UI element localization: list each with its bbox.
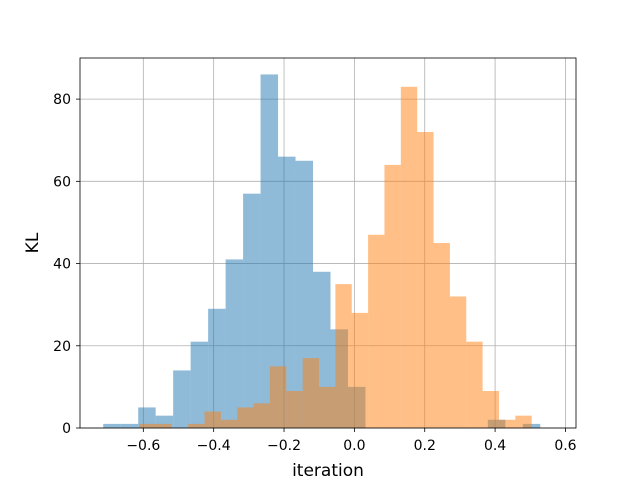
histogram-bar-series-2: [286, 391, 303, 428]
histogram-bar-series-2: [466, 341, 483, 428]
histogram-bar-series-2: [335, 284, 352, 428]
x-tick-label: −0.2: [267, 438, 301, 454]
axis-ticks: −0.6 −0.4 −0.2 0.0 0.2 0.4 0.6 0 20 40 60 80: [53, 92, 576, 454]
histogram-bar-series-2: [433, 243, 450, 428]
x-tick-label: 0.4: [484, 438, 506, 454]
histogram-bar-series-2: [237, 407, 254, 428]
y-axis-label: KL: [23, 232, 43, 253]
histogram-bar-series-2: [351, 312, 369, 428]
histogram-bar-series-2: [302, 358, 320, 428]
histogram-bar-series-1: [173, 370, 191, 428]
histogram-bar-series-2: [368, 234, 385, 428]
histogram-bar-series-2: [220, 419, 238, 428]
y-tick-label: 40: [53, 257, 71, 273]
histogram-bar-series-1: [260, 74, 279, 428]
histogram-bar-series-2: [482, 391, 499, 428]
x-tick-label: −0.6: [126, 438, 160, 454]
histogram-bar-series-1: [208, 308, 226, 428]
histogram-bar-series-2: [449, 296, 467, 428]
histogram-bar-series-2: [515, 415, 532, 428]
histogram-bar-series-2: [139, 423, 156, 428]
histogram-bar-series-2: [204, 411, 221, 428]
y-tick-label: 60: [53, 174, 71, 190]
histogram-bar-series-2: [155, 423, 172, 428]
histogram-bar-series-1: [138, 407, 156, 428]
y-tick-label: 80: [53, 92, 71, 108]
x-tick-label: 0.2: [414, 438, 436, 454]
histogram-bar-series-2: [498, 419, 516, 428]
x-tick-label: −0.4: [197, 438, 231, 454]
histogram-bar-series-1: [225, 259, 244, 428]
histogram-bar-series-2: [269, 366, 287, 428]
histogram-bar-series-1: [190, 341, 209, 428]
histogram-bar-series-2: [400, 86, 418, 429]
histogram-bar-series-2: [384, 164, 401, 428]
histogram-bar-series-2: [417, 132, 434, 428]
histogram-bar-series-1: [278, 156, 296, 428]
y-tick-label: 20: [53, 339, 71, 355]
x-tick-label: 0.6: [554, 438, 576, 454]
x-axis-label: iteration: [292, 461, 364, 480]
histogram-bar-series-1: [103, 423, 121, 428]
histogram-bar-series-1: [243, 193, 261, 428]
x-tick-label: 0.0: [343, 438, 365, 454]
histogram-bar-series-2: [319, 386, 336, 428]
histogram-bar-series-2: [188, 423, 205, 428]
plot-frame: [79, 57, 577, 429]
histogram-bar-series-2: [253, 403, 270, 428]
y-tick-label: 0: [62, 421, 71, 437]
histogram-bar-series-1: [120, 423, 139, 428]
histogram-bars: [103, 74, 541, 429]
